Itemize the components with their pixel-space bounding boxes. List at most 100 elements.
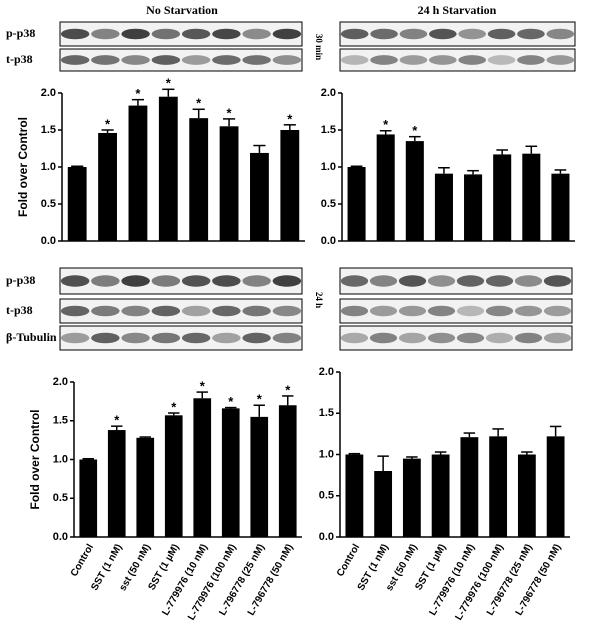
blot-band [398, 275, 427, 287]
error-bar [467, 169, 479, 175]
blot-band [340, 28, 369, 40]
significance: * [105, 116, 111, 131]
significance: * [228, 394, 234, 409]
bar [107, 430, 126, 537]
bar [67, 167, 87, 241]
significance: * [285, 382, 291, 397]
bar [374, 471, 393, 537]
y-tick-label: 0.5 [53, 492, 68, 504]
bar [522, 153, 541, 241]
blot-band [398, 305, 427, 317]
bar [164, 415, 183, 537]
blot-band [370, 28, 398, 40]
blot-band [370, 55, 398, 65]
blot-band [121, 305, 150, 317]
blot-band [91, 55, 120, 65]
blot-frame [339, 298, 573, 324]
error-bar [463, 432, 476, 438]
blot-band [487, 55, 516, 65]
significance: * [412, 123, 418, 138]
error-bar [282, 395, 294, 406]
y-tick-label: 2.0 [319, 366, 334, 378]
bar [347, 167, 366, 241]
error-bar [408, 135, 421, 142]
bar [250, 152, 269, 241]
bar [489, 436, 508, 537]
blot-band [369, 305, 398, 317]
bar [402, 458, 421, 537]
blot-band [399, 28, 428, 40]
blot-label: β-Tubulin [6, 330, 57, 344]
significance: * [227, 105, 233, 120]
blot-band [485, 332, 514, 344]
error-bar [82, 457, 94, 460]
blot-band [242, 55, 271, 65]
blot-band [60, 332, 90, 344]
y-tick-label: 2.0 [53, 376, 68, 388]
blot-band [91, 275, 120, 287]
y-tick-label: 1.5 [319, 407, 334, 419]
error-bar [192, 108, 205, 119]
y-tick-label: 1.5 [321, 124, 336, 136]
blot-band [514, 275, 543, 287]
bar [221, 408, 240, 537]
blot-band [485, 305, 514, 317]
bar [136, 437, 155, 537]
error-bar [377, 455, 389, 471]
significance: * [257, 392, 263, 407]
blot-band [242, 28, 271, 40]
blot-band [151, 28, 181, 40]
blot-band [543, 332, 572, 344]
error-bar [434, 451, 447, 455]
bar [460, 437, 479, 537]
error-bar [168, 412, 180, 416]
bar [546, 436, 565, 537]
blot-band [121, 55, 150, 65]
blot-band [427, 305, 456, 317]
error-bar [549, 425, 562, 437]
blot-band [121, 332, 150, 344]
y-tick-label: 0.5 [319, 490, 334, 502]
blot-band [429, 28, 457, 40]
blot-band [121, 28, 150, 40]
error-bar [554, 169, 567, 174]
bar [98, 132, 117, 241]
header: 24 h Starvation [418, 3, 497, 17]
header: No Starvation [146, 3, 218, 17]
blot-label: t-p38 [6, 303, 33, 317]
blot-band [181, 28, 211, 40]
y-axis-label: Fold over Control [16, 117, 30, 217]
significance: * [171, 399, 177, 414]
blot-band [398, 332, 427, 344]
blot-band [543, 275, 572, 287]
bar [128, 105, 148, 241]
blot-band [340, 55, 369, 65]
blot-band [212, 55, 241, 65]
bar [193, 398, 212, 537]
blot-band [487, 28, 516, 40]
y-tick-label: 0.0 [319, 531, 334, 543]
blot-band [242, 332, 271, 344]
blot-band [181, 55, 211, 65]
error-bar [379, 129, 392, 135]
blot-band [546, 55, 575, 65]
error-bar [101, 129, 114, 133]
error-bar [492, 428, 504, 437]
bar [79, 459, 98, 537]
bar [250, 416, 269, 537]
blot-band [181, 275, 211, 287]
blot-band [272, 275, 302, 287]
bar [376, 134, 395, 241]
blot-band [543, 305, 572, 317]
blot-band [514, 305, 543, 317]
blot-band [151, 275, 181, 287]
blot-band [121, 275, 150, 287]
error-bar [196, 391, 208, 399]
significance: * [114, 413, 120, 428]
error-bar [525, 145, 538, 154]
error-bar [253, 404, 265, 417]
y-tick-label: 2.0 [321, 87, 336, 99]
y-tick-label: 0.5 [41, 198, 56, 210]
blot-band [456, 305, 485, 317]
y-tick-label: 1.5 [41, 124, 56, 136]
